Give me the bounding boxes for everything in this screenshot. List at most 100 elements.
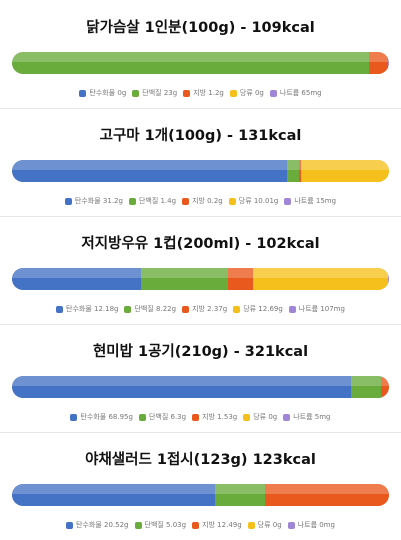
- bar-segment-fat: [381, 376, 389, 398]
- legend-item-sodium: 나트륨 65mg: [269, 88, 322, 98]
- legend-item-fat: 지방 12.49g: [192, 520, 242, 530]
- bar-segment-sugar: [253, 268, 389, 290]
- legend-swatch-icon: [243, 413, 251, 421]
- bar-segment-protein: [286, 160, 300, 182]
- legend-label: 나트륨 0mg: [297, 521, 335, 529]
- legend-swatch-icon: [192, 413, 200, 421]
- legend-item-protein: 단백질 8.22g: [124, 304, 176, 314]
- legend-swatch-icon: [269, 89, 277, 97]
- legend-swatch-icon: [233, 305, 241, 313]
- legend-label: 지방 1.53g: [202, 413, 238, 421]
- legend-label: 탄수화물 20.52g: [76, 521, 129, 529]
- legend-swatch-icon: [283, 413, 291, 421]
- legend-item-carbs: 탄수화물 31.2g: [64, 196, 123, 206]
- food-chart-2: 고구마 1개(100g) - 131kcal 탄수화물 31.2g 단백질 1.4g…: [0, 108, 401, 216]
- bar-segment-fat: [298, 160, 302, 182]
- legend-item-fat: 지방 0.2g: [182, 196, 223, 206]
- bar-segment-carbs: [12, 376, 352, 398]
- legend-item-fat: 지방 2.37g: [182, 304, 227, 314]
- legend-label: 지방 2.37g: [192, 305, 228, 313]
- legend-item-carbs: 탄수화물 20.52g: [66, 520, 129, 530]
- divider: [0, 432, 401, 433]
- legend: 탄수화물 12.18g 단백질 8.22g 지방 2.37g 당류 12.69g 나트륨…: [0, 304, 401, 314]
- legend-label: 단백질 5.03g: [144, 521, 187, 529]
- legend-label: 나트륨 65mg: [279, 89, 322, 97]
- legend-label: 나트륨 107mg: [298, 305, 345, 313]
- legend-label: 탄수화물 0g: [89, 89, 127, 97]
- legend-item-protein: 단백질 5.03g: [134, 520, 187, 530]
- legend-label: 탄수화물 68.95g: [80, 413, 133, 421]
- stacked-bar: [12, 52, 389, 74]
- legend-label: 당류 10.01g: [238, 197, 279, 205]
- legend-item-sugar: 당류 12.69g: [233, 304, 283, 314]
- chart-title: 고구마 1개(100g) - 131kcal: [99, 128, 302, 144]
- legend-label: 나트륨 5mg: [293, 413, 331, 421]
- legend-swatch-icon: [56, 305, 64, 313]
- legend-item-fat: 지방 1.2g: [183, 88, 224, 98]
- legend: 탄수화물 20.52g 단백질 5.03g 지방 12.49g 당류 0g 나트륨 0m…: [0, 520, 401, 530]
- legend-swatch-icon: [287, 521, 295, 529]
- legend-swatch-icon: [79, 89, 87, 97]
- legend-label: 탄수화물 31.2g: [74, 197, 123, 205]
- legend-label: 당류 12.69g: [243, 305, 283, 313]
- stacked-bar: [12, 160, 389, 182]
- divider: [0, 108, 401, 109]
- chart-title: 닭가슴살 1인분(100g) - 109kcal: [86, 20, 315, 36]
- legend-label: 단백질 8.22g: [134, 305, 177, 313]
- chart-title: 저지방우유 1컵(200ml) - 102kcal: [81, 236, 320, 252]
- legend: 탄수화물 0g 단백질 23g 지방 1.2g 당류 0g 나트륨 65mg: [0, 88, 401, 98]
- legend-item-protein: 단백질 6.3g: [138, 412, 186, 422]
- bar-segment-protein: [12, 52, 370, 74]
- divider: [0, 324, 401, 325]
- legend-item-carbs: 탄수화물 12.18g: [56, 304, 118, 314]
- legend-swatch-icon: [134, 521, 142, 529]
- legend-item-sodium: 나트륨 15mg: [284, 196, 336, 206]
- legend-item-sodium: 나트륨 107mg: [288, 304, 345, 314]
- legend-swatch-icon: [70, 413, 78, 421]
- legend-item-sugar: 당류 0g: [243, 412, 277, 422]
- bar-segment-protein: [215, 484, 267, 506]
- legend-label: 지방 0.2g: [192, 197, 223, 205]
- chart-title: 야채샐러드 1접시(123g) 123kcal: [85, 452, 316, 468]
- legend-swatch-icon: [182, 197, 190, 205]
- bar-segment-sodium: [387, 52, 389, 74]
- legend-item-protein: 단백질 1.4g: [128, 196, 177, 206]
- legend-label: 당류 0g: [239, 89, 264, 97]
- bar-segment-fat: [369, 52, 389, 74]
- legend-swatch-icon: [182, 305, 190, 313]
- stacked-bar: [12, 268, 389, 290]
- chart-title: 현미밥 1공기(210g) - 321kcal: [92, 344, 309, 360]
- stacked-bar: [12, 376, 389, 398]
- bar-segment-protein: [350, 376, 383, 398]
- legend-item-sugar: 당류 10.01g: [228, 196, 279, 206]
- legend-item-sugar: 당류 0g: [247, 520, 282, 530]
- legend-item-sodium: 나트륨 5mg: [283, 412, 331, 422]
- legend-swatch-icon: [183, 89, 191, 97]
- legend-swatch-icon: [247, 521, 255, 529]
- bar-segment-carbs: [12, 160, 288, 182]
- legend-label: 나트륨 15mg: [294, 197, 337, 205]
- bar-segment-fat: [265, 484, 389, 506]
- bar-segment-sugar: [300, 160, 389, 182]
- bar-segment-fat: [228, 268, 254, 290]
- legend-label: 단백질 1.4g: [138, 197, 177, 205]
- legend-item-sodium: 나트륨 0mg: [287, 520, 335, 530]
- legend-swatch-icon: [192, 521, 200, 529]
- legend-swatch-icon: [228, 197, 236, 205]
- legend-label: 당류 0g: [257, 521, 282, 529]
- food-chart-3: 저지방우유 1컵(200ml) - 102kcal 탄수화물 12.18g 단백질 …: [0, 216, 401, 324]
- bar-segment-carbs: [12, 268, 142, 290]
- bar-segment-sodium: [387, 268, 389, 290]
- legend-swatch-icon: [64, 197, 72, 205]
- legend: 탄수화물 68.95g 단백질 6.3g 지방 1.53g 당류 0g 나트륨 5mg: [0, 412, 401, 422]
- legend: 탄수화물 31.2g 단백질 1.4g 지방 0.2g 당류 10.01g 나트륨 15…: [0, 196, 401, 206]
- legend-item-protein: 단백질 23g: [132, 88, 177, 98]
- legend-label: 지방 1.2g: [193, 89, 224, 97]
- legend-swatch-icon: [124, 305, 132, 313]
- food-chart-5: 야채샐러드 1접시(123g) 123kcal 탄수화물 20.52g 단백질 5.…: [0, 432, 401, 540]
- legend-label: 단백질 23g: [142, 89, 178, 97]
- legend-item-carbs: 탄수화물 0g: [79, 88, 126, 98]
- legend-swatch-icon: [288, 305, 296, 313]
- divider: [0, 216, 401, 217]
- legend-label: 탄수화물 12.18g: [66, 305, 119, 313]
